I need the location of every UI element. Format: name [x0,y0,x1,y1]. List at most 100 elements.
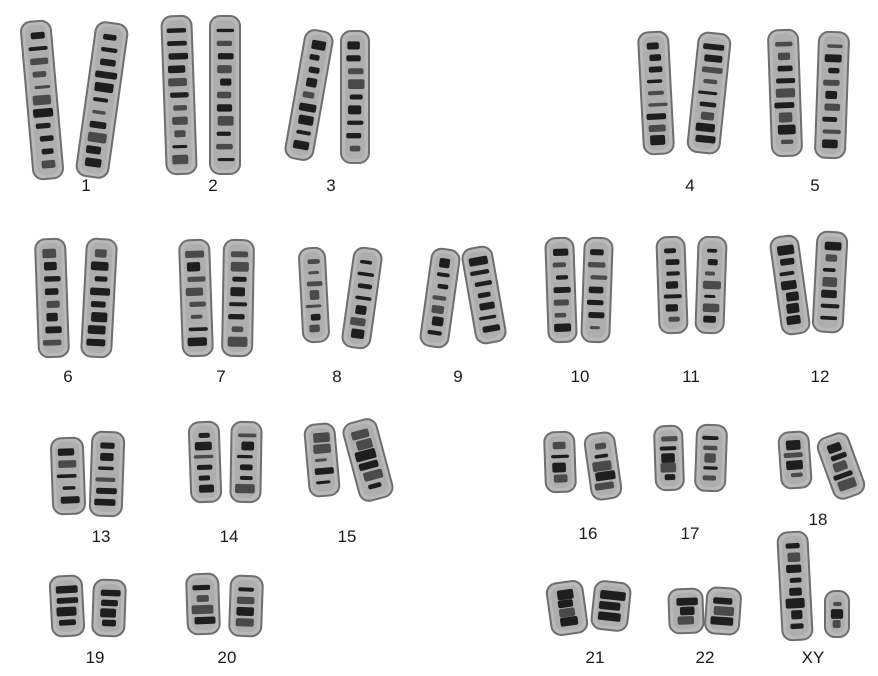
chromosome-9a-band [432,295,447,301]
chromosome-5a-band [775,41,793,47]
chromosome-11b-band [704,271,716,276]
chromosome-8b-band [350,316,366,327]
chromosome-12a-band [779,270,795,277]
chromosome-3b-band [349,145,361,152]
chromosome-7b-band [228,313,245,320]
chromosome-1a-band [41,148,54,155]
chromosome-2b-band [220,78,232,86]
chromosome-22a-band [677,615,695,625]
chromosome-4a-band [648,66,663,73]
chromosome-11b [694,235,728,335]
chromosome-3b-band [348,68,364,75]
chromosome-14a-band [196,464,213,471]
chromosome-15b-band [363,468,384,482]
chromosome-22a [667,587,705,635]
chromosome-7b [221,238,255,358]
chromosome-15a-band [314,458,327,463]
chromosome-11a-band [665,304,679,312]
chromosome-1b-band [85,145,102,155]
chromosome-8a-band [310,313,321,321]
chromosome-6b-band [87,325,106,335]
chromosome-10b [580,236,614,344]
chromosome-16a-band [552,462,567,473]
chromosome-1a-band [39,135,54,142]
chromosome-4a-band [647,90,664,96]
label-12: 12 [810,367,830,386]
label-11: 11 [682,367,700,386]
chromosome-20a-band [192,584,211,591]
chromosome-13b-body [88,430,126,518]
chromosome-5a-band [774,102,795,109]
chromosome-9b-band [479,301,495,311]
chromosome-2b-band [217,65,232,74]
chromosome-17a [653,424,685,492]
label-2: 2 [208,176,218,195]
chromosome-15b-band [355,438,373,451]
chromosome-10a-band [552,262,566,268]
chromosome-8b [341,246,383,350]
chromosome-11b-band [706,248,718,253]
chromosome-2b-band [217,116,234,126]
chromosome-21a-band [560,615,579,627]
chromosome-10b-band [586,299,604,306]
chromosome-5a-band [777,124,796,135]
chromosome-15b-band [351,428,370,441]
chromosome-22b-band [710,616,734,626]
chromosome-10a [544,236,578,344]
chromosome-10a-band [552,248,569,257]
chromosome-16b-band [592,460,612,473]
chromosome-3a-band [311,39,327,51]
chromosome-7a-band [188,327,208,332]
chromosome-16b-band [594,453,609,459]
chromosome-19b [91,578,127,638]
chromosome-8b-band [357,271,375,277]
chromosome-4b-band [699,101,717,108]
chromosome-3a-band [298,102,317,113]
chromosome-16b-band [595,470,616,482]
chromosome-6a-band [42,248,57,259]
chromosome-20a-band [194,616,216,625]
label-19: 19 [85,648,105,667]
chromosome-6a-band [46,300,60,309]
chromosome-6b-band [91,311,108,323]
chromosome-12a-band [779,257,795,266]
chromosome-X-band [789,577,802,583]
chromosome-16b [583,431,623,501]
chromosome-6b-band [86,338,106,347]
chromosome-Y-band [833,601,842,607]
chromosome-21b [590,580,632,632]
chromosome-19a [48,574,86,638]
chromosome-9b-band [479,314,497,321]
chromosome-Y-band [832,620,841,628]
chromosome-22a-band [676,597,698,606]
chromosome-Y-band [830,609,844,619]
chromosome-7b-band [227,336,248,347]
chromosome-19b-band [100,589,121,597]
label-13: 13 [91,527,111,546]
chromosome-11a-band [664,248,677,254]
chromosome-17b-band [702,475,717,481]
chromosome-6b-band [90,287,111,296]
chromosome-13b-band [98,466,114,471]
chromosome-7b-band [230,261,249,272]
chromosome-18b [816,432,866,500]
chromosome-2b-band [216,131,231,136]
label-9: 9 [453,367,463,386]
chromosome-11a-band [668,316,680,322]
chromosome-18b-band [837,476,857,492]
label-4: 4 [685,176,695,195]
chromosome-11b-band [703,315,717,323]
chromosome-20b-band [238,587,254,592]
chromosome-13a-band [62,486,76,490]
chromosome-2a-band [167,40,187,47]
chromosome-1b-band [94,81,114,94]
chromosome-17b-band [702,435,719,441]
label-17: 17 [680,524,700,543]
chromosome-6a-band [44,288,59,296]
chromosome-8b-band [360,259,373,265]
chromosome-11a-band [665,281,679,289]
chromosome-11a-band [663,294,682,299]
chromosome-21a [545,580,589,636]
chromosome-3a-band [296,129,311,136]
chromosome-12a-band [786,302,800,314]
